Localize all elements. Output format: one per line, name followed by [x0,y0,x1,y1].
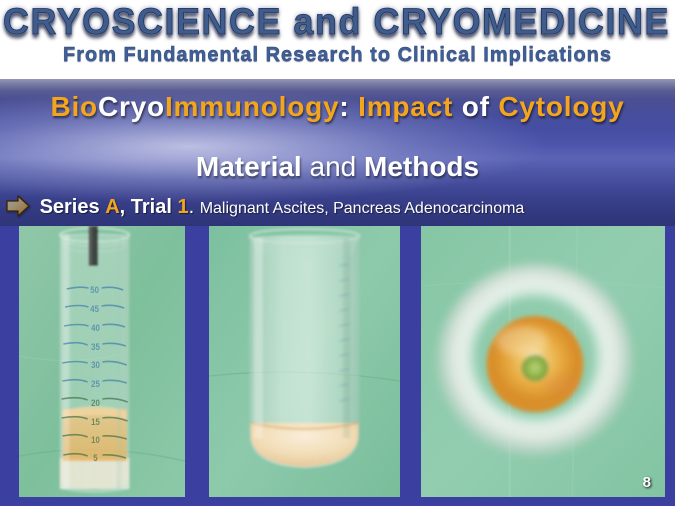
svg-text:50: 50 [90,284,99,295]
svg-text:40: 40 [91,322,100,333]
svg-text:30: 30 [91,359,100,370]
svg-text:20: 20 [91,397,100,408]
svg-text:25: 25 [91,378,100,389]
svg-text:5: 5 [93,452,98,463]
svg-text:10: 10 [91,434,100,445]
svg-text:35: 35 [91,341,100,352]
svg-text:45: 45 [90,303,99,314]
svg-text:15: 15 [91,416,100,427]
